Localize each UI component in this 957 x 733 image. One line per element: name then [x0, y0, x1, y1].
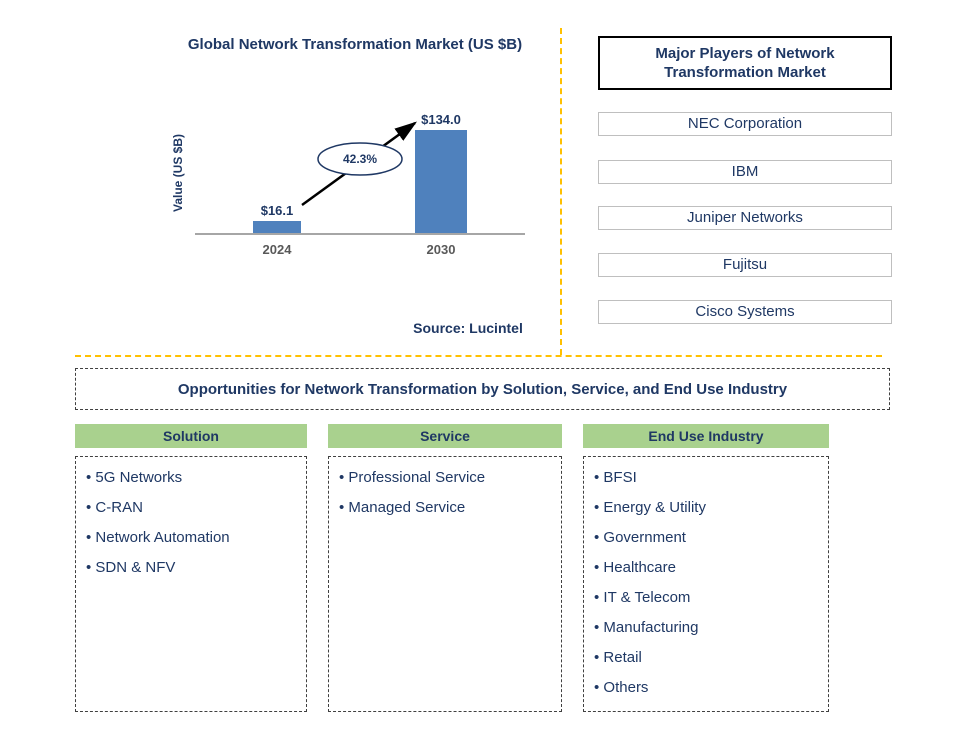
column-header-solution: Solution [75, 424, 307, 448]
horizontal-divider [75, 355, 882, 357]
bar-2024 [253, 221, 301, 233]
bar-group-2024: $16.1 [253, 203, 301, 233]
solution-item: SDN & NFV [86, 553, 296, 583]
solution-item: Network Automation [86, 523, 296, 553]
player-item: IBM [598, 160, 892, 184]
industry-item: Healthcare [594, 553, 818, 583]
solution-item: 5G Networks [86, 463, 296, 493]
service-item: Managed Service [339, 493, 551, 523]
y-axis-label: Value (US $B) [171, 133, 185, 213]
column-header-end-use-industry: End Use Industry [583, 424, 829, 448]
industry-item: Energy & Utility [594, 493, 818, 523]
chart-title: Global Network Transformation Market (US… [187, 36, 523, 53]
bar-value-label-2024: $16.1 [260, 203, 294, 218]
source-label: Source: Lucintel [413, 320, 523, 336]
player-item: Juniper Networks [598, 206, 892, 230]
bar-2030 [415, 130, 467, 233]
growth-arrow-overlay: 42.3% [301, 121, 418, 207]
industry-item: Retail [594, 643, 818, 673]
end-use-industry-list: BFSI Energy & Utility Government Healthc… [583, 456, 829, 712]
player-item: Cisco Systems [598, 300, 892, 324]
bar-chart: $16.1 $134.0 2024 2030 42.3% [195, 100, 525, 257]
service-list: Professional Service Managed Service [328, 456, 562, 712]
x-tick-2030: 2030 [426, 242, 456, 257]
solution-list: 5G Networks C-RAN Network Automation SDN… [75, 456, 307, 712]
major-players-title: Major Players of Network Transformation … [598, 36, 892, 90]
player-item: Fujitsu [598, 253, 892, 277]
opportunities-banner: Opportunities for Network Transformation… [75, 368, 890, 410]
industry-item: Manufacturing [594, 613, 818, 643]
x-axis-line [195, 233, 525, 235]
industry-item: Government [594, 523, 818, 553]
growth-rate-label: 42.3% [343, 152, 377, 166]
bar-group-2030: $134.0 [415, 112, 467, 233]
player-item: NEC Corporation [598, 112, 892, 136]
service-item: Professional Service [339, 463, 551, 493]
solution-item: C-RAN [86, 493, 296, 523]
industry-item: Others [594, 673, 818, 703]
vertical-divider [560, 28, 562, 355]
industry-item: BFSI [594, 463, 818, 493]
column-header-service: Service [328, 424, 562, 448]
growth-badge [317, 142, 403, 176]
x-tick-2024: 2024 [262, 242, 292, 257]
industry-item: IT & Telecom [594, 583, 818, 613]
bar-value-label-2030: $134.0 [421, 112, 461, 127]
